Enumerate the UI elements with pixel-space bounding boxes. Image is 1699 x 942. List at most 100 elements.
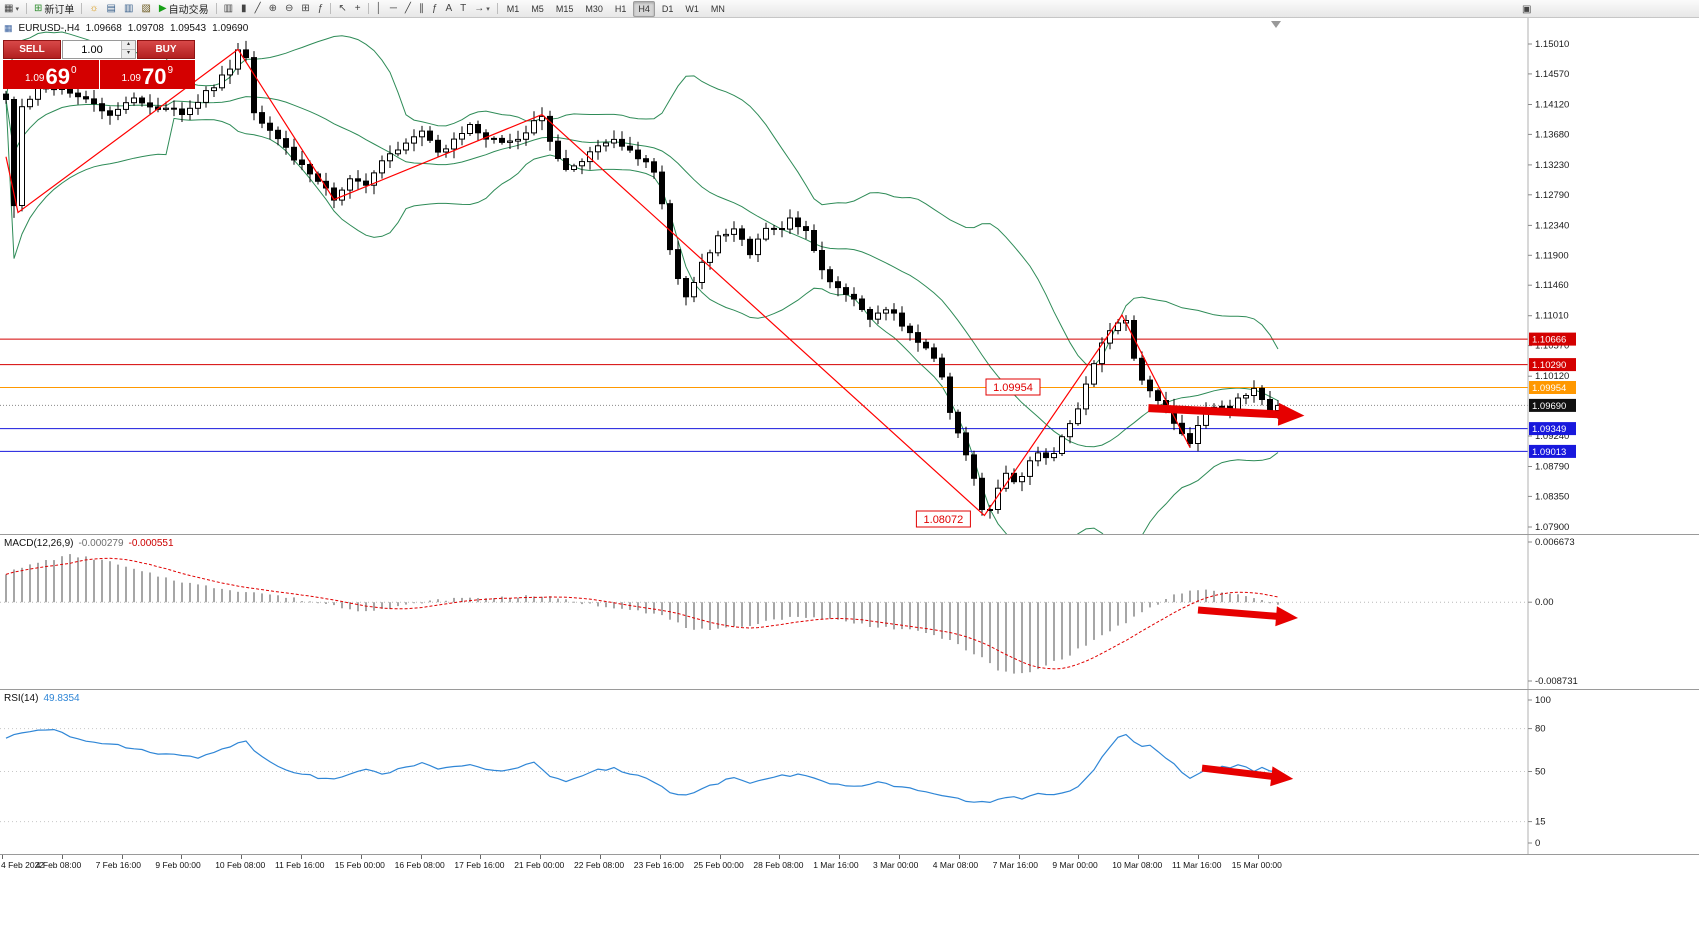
- chart-title-icon: ▦: [4, 23, 13, 33]
- time-axis-label: 16 Feb 08:00: [394, 860, 445, 870]
- buy-price[interactable]: 1.09 70 9: [99, 60, 195, 89]
- vertical-line-button[interactable]: │: [373, 1, 385, 16]
- bar-chart-button[interactable]: ▥: [221, 1, 236, 16]
- price-tag: [1529, 332, 1576, 346]
- rsi-axis-label: 50: [1535, 767, 1546, 778]
- strategy-tester-button[interactable]: ☼: [86, 1, 101, 16]
- time-axis-tick: [899, 855, 900, 859]
- zoom-in-icon: ⊕: [268, 2, 277, 14]
- macd-axis-label: 0.006673: [1535, 537, 1575, 548]
- new-order-button[interactable]: ⊞ 新订单: [31, 1, 77, 16]
- svg-text:1.10290: 1.10290: [1532, 360, 1566, 371]
- time-axis-tick: [1018, 855, 1020, 859]
- zoom-out-button[interactable]: ⊖: [282, 1, 296, 16]
- volume-input[interactable]: [63, 41, 121, 58]
- trendline-button[interactable]: ╱: [402, 1, 414, 16]
- macd-main-value: -0.000279: [78, 538, 124, 549]
- text-button[interactable]: A: [443, 1, 456, 16]
- new-order-label: 新订单: [44, 5, 75, 16]
- chart-header: ▦ EURUSD-,H4 1.09668 1.09708 1.09543 1.0…: [4, 23, 248, 34]
- timeframe-h1-button[interactable]: H1: [614, 3, 627, 14]
- macd-axis-label: 0.00: [1535, 597, 1554, 608]
- text-label-button[interactable]: T: [457, 1, 469, 16]
- window-restore-button[interactable]: ▣: [1519, 2, 1534, 17]
- candlestick-chart-button[interactable]: ▮: [238, 1, 250, 16]
- time-axis-tick: [360, 855, 362, 859]
- timeframe-m1-button[interactable]: M1: [506, 3, 520, 14]
- time-axis-label: 10 Mar 08:00: [1112, 860, 1163, 870]
- timeframe-m5-button[interactable]: M5: [531, 3, 544, 14]
- market-watch-button[interactable]: ▤: [104, 1, 119, 16]
- price-axis-label: 1.11900: [1535, 250, 1569, 261]
- rsi-axis-label: 100: [1535, 695, 1551, 706]
- time-axis-label: 4 Feb 08:00: [35, 860, 82, 870]
- horizontal-line-button[interactable]: ─: [387, 1, 400, 16]
- autotrading-icon: ▶: [158, 2, 167, 14]
- chart-low-value: 1.09543: [169, 23, 207, 34]
- time-axis-tick: [1198, 855, 1199, 859]
- horizontal-lines: [0, 338, 1528, 452]
- line-chart-button[interactable]: ╱: [252, 1, 264, 16]
- time-axis-tick: [301, 855, 302, 859]
- timeframe-h4-button[interactable]: H4: [633, 0, 655, 17]
- price-axis-label: 1.07900: [1535, 522, 1569, 533]
- timeframe-m15-button[interactable]: M15: [555, 3, 574, 14]
- price-axis-label: 1.10570: [1535, 341, 1569, 352]
- arrow-tool-button[interactable]: → ▾: [471, 1, 493, 16]
- time-axis-label: 9 Mar 00:00: [1052, 860, 1098, 870]
- rsi-panel: 100 80 50 15 0 RSI(14) 49.8354: [0, 690, 1699, 855]
- timeframe-w1-button[interactable]: W1: [685, 3, 699, 14]
- zoom-in-button[interactable]: ⊕: [266, 1, 280, 16]
- svg-text:1.09954: 1.09954: [1532, 383, 1566, 394]
- time-axis-label: 28 Feb 08:00: [753, 860, 804, 870]
- sell-price[interactable]: 1.09 69 0: [3, 60, 99, 89]
- chart-open-value: 1.09668: [85, 23, 122, 34]
- timeframe-d1-button[interactable]: D1: [661, 3, 674, 14]
- time-axis[interactable]: 4 Feb 2022 4 Feb 08:00 7 Feb 16:00 9 Feb 00…: [0, 855, 1699, 879]
- timeframe-m30-button[interactable]: M30: [585, 3, 603, 14]
- rsi-header: RSI(14) 49.8354: [4, 693, 80, 704]
- timeframe-mn-button[interactable]: MN: [710, 3, 725, 14]
- rsi-canvas[interactable]: 100 80 50 15 0: [0, 690, 1699, 854]
- tile-windows-button[interactable]: ⊞: [298, 1, 312, 16]
- chart-selector-button[interactable]: ▦ ▾: [1, 1, 22, 16]
- rsi-line: [5, 728, 1279, 804]
- channel-button[interactable]: ∥: [416, 1, 427, 16]
- main-chart-canvas[interactable]: 1.09954 1.08072 1.15010 1.14570 1.14120 1.136…: [0, 18, 1699, 534]
- time-axis-label: 11 Mar 16:00: [1172, 860, 1222, 870]
- indicators-button[interactable]: ƒ: [315, 1, 327, 16]
- sell-price-prefix: 1.09: [24, 73, 45, 84]
- navigator-button[interactable]: ▧: [138, 1, 153, 16]
- time-axis-tick: [779, 855, 781, 859]
- price-axis-label: 1.13230: [1535, 160, 1569, 171]
- candlestick-chart-icon: ▮: [241, 2, 247, 14]
- svg-text:1.08072: 1.08072: [924, 514, 964, 526]
- cursor-button[interactable]: ↖: [335, 1, 349, 16]
- buy-price-sup: 9: [167, 65, 173, 76]
- sell-button[interactable]: SELL: [3, 40, 61, 59]
- volume-field: ▴ ▾: [62, 40, 136, 59]
- time-axis-tick: [1078, 855, 1080, 859]
- macd-histogram: [5, 554, 1279, 674]
- data-window-button[interactable]: ▥: [121, 1, 136, 16]
- line-chart-icon: ╱: [254, 2, 261, 14]
- autotrading-button[interactable]: ▶ 自动交易: [156, 1, 212, 16]
- macd-canvas[interactable]: 0.006673 0.00 -0.008731: [0, 535, 1699, 689]
- crosshair-button[interactable]: +: [352, 1, 364, 16]
- volume-up-button[interactable]: ▴: [122, 41, 135, 49]
- volume-down-button[interactable]: ▾: [122, 49, 135, 58]
- toolbar-groups: ▦ ▾ ⊞ 新订单 ☼ ▤ ▥ ▧ ▶ 自动交易 ▥ ▮ ╱ ⊕ ⊖ ⊞ ƒ ↖ + │ ─ ╱ ∥ ƒ A T → ▾: [0, 0, 494, 17]
- one-click-trading-panel: SELL ▴ ▾ BUY 1.09 69 0 1.09: [3, 40, 195, 89]
- time-axis-tick: [480, 855, 482, 859]
- chart-high-value: 1.09708: [127, 23, 164, 34]
- time-axis-label: 15 Feb 00:00: [334, 860, 385, 870]
- navigator-icon: ▧: [141, 2, 151, 14]
- buy-button[interactable]: BUY: [137, 40, 195, 59]
- sell-price-big: 69: [45, 64, 70, 89]
- price-tag: [1529, 422, 1576, 436]
- price-axis-label: 1.12790: [1535, 190, 1569, 201]
- tile-windows-icon: ⊞: [301, 2, 310, 14]
- time-axis-label: 25 Feb 00:00: [693, 860, 744, 870]
- fibonacci-button[interactable]: ƒ: [429, 1, 441, 16]
